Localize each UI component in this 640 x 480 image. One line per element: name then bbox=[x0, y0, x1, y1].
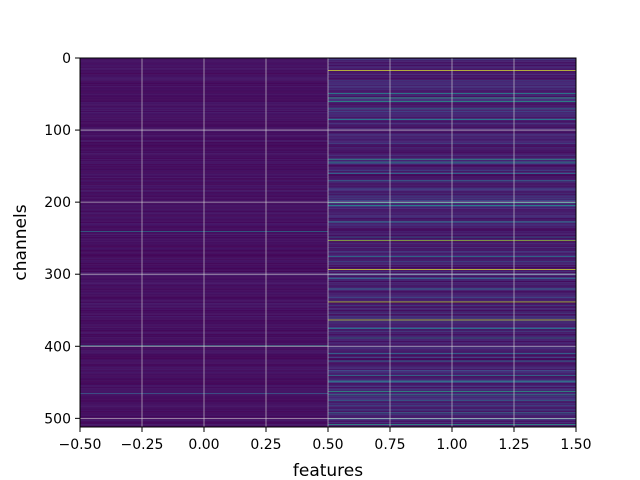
x-tick-label: 1.00 bbox=[436, 437, 467, 453]
y-tick-label: 400 bbox=[44, 339, 71, 355]
x-tick-label: 0.25 bbox=[250, 437, 281, 453]
x-tick-label: 0.75 bbox=[374, 437, 405, 453]
x-tick-label: 0.00 bbox=[188, 437, 219, 453]
plot-area bbox=[79, 57, 577, 428]
y-tick-label: 100 bbox=[44, 123, 71, 139]
y-axis-label: channels bbox=[11, 204, 31, 280]
x-tick-label: −0.50 bbox=[59, 437, 102, 453]
x-tick-label: 1.25 bbox=[498, 437, 529, 453]
x-tick-label: −0.25 bbox=[121, 437, 164, 453]
y-tick-label: 0 bbox=[62, 51, 71, 67]
x-tick-label: 0.50 bbox=[312, 437, 343, 453]
y-tick-label: 300 bbox=[44, 267, 71, 283]
x-axis-ticks: −0.50 −0.25 0.00 0.25 0.50 0.75 1.00 1.25 1.50 bbox=[59, 427, 592, 453]
x-axis-label: features bbox=[293, 461, 363, 480]
y-tick-label: 500 bbox=[44, 411, 71, 427]
x-tick-label: 1.50 bbox=[560, 437, 591, 453]
y-axis-ticks: 0 100 200 300 400 500 bbox=[44, 51, 80, 427]
y-tick-label: 200 bbox=[44, 195, 71, 211]
